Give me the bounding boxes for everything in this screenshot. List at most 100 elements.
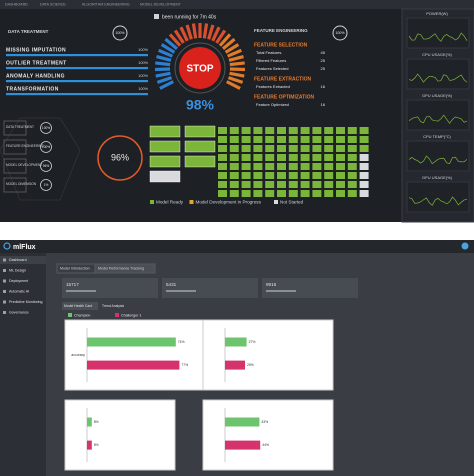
progress-value: 100% <box>42 145 50 149</box>
nav-icon <box>3 279 6 283</box>
model-cell <box>300 145 310 152</box>
model-button[interactable] <box>184 140 216 153</box>
step-bar <box>6 93 148 96</box>
tab[interactable] <box>94 263 156 274</box>
model-cell <box>312 172 322 179</box>
legend-label: Model Ready <box>156 200 184 205</box>
value-label: 25% <box>247 363 254 367</box>
row-label: Filtered Features <box>256 58 286 63</box>
model-cell <box>347 163 357 170</box>
tab-label[interactable]: Model Performance Tracking <box>98 266 144 270</box>
stat-card <box>62 278 158 298</box>
legend-label: Model Development in Progress <box>196 200 262 205</box>
legend-swatch <box>274 200 278 204</box>
value-label: 44% <box>262 443 269 447</box>
model-cell <box>253 163 263 170</box>
subtab[interactable] <box>62 302 98 310</box>
row-value: 45 <box>321 50 326 55</box>
model-cell <box>229 145 239 152</box>
gauge-segment <box>218 33 232 47</box>
model-cell <box>265 154 275 161</box>
nav-item[interactable]: Predictive Monitoring <box>9 300 43 304</box>
nav-item[interactable]: Deployment <box>9 279 28 283</box>
model-cell <box>324 172 334 179</box>
nav-item[interactable]: ML Design <box>9 268 26 272</box>
gauge-segment <box>226 80 241 90</box>
value-label: 8% <box>94 443 99 447</box>
model-button[interactable] <box>149 125 181 138</box>
category-label: accuracy <box>71 353 85 357</box>
model-cell <box>336 181 345 188</box>
user-avatar[interactable] <box>461 242 469 250</box>
model-cell <box>229 163 239 170</box>
brand: mlFlux <box>13 244 36 251</box>
progress-ring <box>40 160 52 172</box>
step-bar <box>6 67 148 70</box>
stop-label: STOP <box>186 64 213 75</box>
nav-item: ALGORITHM ENGINEERING <box>82 2 130 6</box>
model-cell <box>359 190 369 197</box>
tab-label[interactable]: Model Introduction <box>60 266 90 270</box>
model-cell <box>300 163 310 170</box>
model-cell <box>218 181 227 188</box>
model-cell <box>312 190 322 197</box>
model-button[interactable] <box>149 140 181 153</box>
section-title: FEATURE EXTRACTION <box>254 76 312 82</box>
feature-value: 100% <box>335 31 345 35</box>
stat-card <box>162 278 258 298</box>
overall-ring <box>97 135 143 181</box>
model-cell <box>265 181 275 188</box>
gauge-segment <box>228 54 244 62</box>
model-cell <box>359 154 369 161</box>
gauge-segment <box>155 71 171 78</box>
model-button[interactable] <box>184 125 216 138</box>
model-cell <box>218 190 227 197</box>
subtab-label[interactable]: Model Health Card <box>64 304 92 308</box>
gauge-segment <box>156 76 173 84</box>
model-cell <box>359 136 369 143</box>
stat-caption <box>66 290 96 292</box>
model-button[interactable] <box>149 170 181 183</box>
step-bar <box>6 54 148 57</box>
row-value: 16 <box>321 102 326 107</box>
bar <box>87 440 92 450</box>
model-cell <box>312 181 322 188</box>
row-label: Features Selected <box>256 66 288 71</box>
progress-ring <box>40 122 52 134</box>
model-cell <box>300 136 310 143</box>
section-title: FEATURE SELECTION <box>254 42 308 48</box>
gauge-segment <box>229 61 245 67</box>
model-cell <box>312 136 322 143</box>
model-button[interactable] <box>184 155 216 168</box>
model-cell <box>265 190 275 197</box>
chart-panel <box>202 399 334 471</box>
bar <box>225 360 245 370</box>
model-cell <box>336 154 345 161</box>
nav-item[interactable]: Automatic AI <box>9 289 29 293</box>
nav-item[interactable]: Dashboard <box>9 258 27 262</box>
progress-ring <box>40 141 52 153</box>
model-cell <box>336 136 345 143</box>
model-cell <box>288 190 298 197</box>
model-cell <box>359 172 369 179</box>
row-value: 25 <box>321 66 326 71</box>
subtab-label[interactable]: Trend Analysis <box>102 304 124 308</box>
step-label: MISSING IMPUTATION <box>6 47 66 53</box>
model-cell <box>277 145 286 152</box>
monitor-title: CPU TEMP(°C) <box>423 134 451 139</box>
monitor-title: GPU USAGE(%) <box>422 93 453 98</box>
legend-swatch <box>189 200 194 204</box>
bar <box>87 360 180 370</box>
model-cell <box>312 145 322 152</box>
stop-button[interactable] <box>179 47 221 89</box>
bar <box>87 337 176 347</box>
gauge-segment <box>191 23 198 39</box>
gauge-segment <box>164 37 178 51</box>
bar <box>87 417 92 427</box>
model-button[interactable] <box>149 155 181 168</box>
row-label: Feature Optimized <box>256 102 289 107</box>
subtab[interactable] <box>100 302 136 310</box>
model-cell <box>336 172 345 179</box>
model-cell <box>300 154 310 161</box>
nav-item[interactable]: Governance <box>9 310 29 314</box>
